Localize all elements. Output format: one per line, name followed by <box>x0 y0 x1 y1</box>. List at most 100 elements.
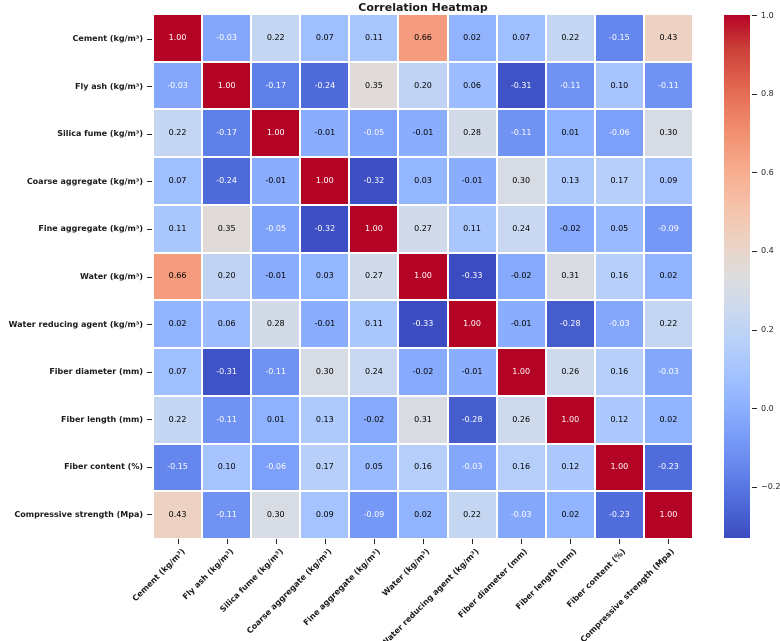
heatmap-cell: -0.02 <box>546 205 594 252</box>
heatmap-cell: -0.01 <box>448 349 496 395</box>
y-axis-label: Fiber content (%) <box>64 462 143 472</box>
heatmap-cell: 1.00 <box>399 253 447 300</box>
heatmap-cell: 0.11 <box>350 15 398 61</box>
x-axis-label: Cement (kg/m³) <box>130 547 187 604</box>
heatmap-cell: -0.24 <box>203 158 251 204</box>
x-axis-tick <box>276 539 278 544</box>
colorbar <box>724 15 750 538</box>
heatmap-cell: 0.43 <box>154 492 202 538</box>
heatmap-cell: 0.03 <box>301 253 349 300</box>
heatmap-cell: -0.15 <box>154 444 202 491</box>
heatmap-cell: -0.17 <box>252 62 300 109</box>
heatmap-cell: -0.01 <box>497 301 545 348</box>
x-axis-tick <box>520 539 522 544</box>
heatmap-cell: 0.10 <box>203 444 251 491</box>
heatmap-cell: 0.05 <box>350 444 398 491</box>
heatmap-cell: -0.03 <box>644 349 692 395</box>
heatmap-cell: 0.27 <box>350 253 398 300</box>
heatmap-cell: 1.00 <box>301 158 349 204</box>
heatmap-cell: -0.01 <box>448 158 496 204</box>
y-axis-label: Compressive strength (Mpa) <box>14 509 143 519</box>
heatmap-cell: -0.11 <box>203 396 251 443</box>
heatmap-cell: 0.06 <box>203 301 251 348</box>
heatmap-cell: 0.12 <box>595 396 643 443</box>
heatmap-cell: 0.35 <box>350 62 398 109</box>
y-axis-tick <box>147 419 152 421</box>
heatmap-cell: 0.17 <box>301 444 349 491</box>
y-axis-label: Silica fume (kg/m³) <box>57 129 143 139</box>
colorbar-tick <box>752 408 757 410</box>
x-axis-tick <box>471 539 473 544</box>
x-axis-tick <box>374 539 376 544</box>
y-axis-label: Fine aggregate (kg/m³) <box>38 224 143 234</box>
heatmap-cell: 0.01 <box>546 110 594 157</box>
x-axis-tick <box>227 539 229 544</box>
heatmap-cell: 0.11 <box>448 205 496 252</box>
heatmap-cell: -0.02 <box>497 253 545 300</box>
y-axis-label: Coarse aggregate (kg/m³) <box>26 176 143 186</box>
y-axis-tick <box>147 133 152 135</box>
colorbar-tick <box>752 15 757 16</box>
y-axis-tick <box>147 276 152 278</box>
heatmap-cell: 0.16 <box>497 444 545 491</box>
heatmap-cell: 0.10 <box>595 62 643 109</box>
heatmap-cell: 0.06 <box>448 62 496 109</box>
x-axis-tick <box>325 539 327 544</box>
heatmap-cell: 0.66 <box>154 253 202 300</box>
heatmap-cell: 0.28 <box>448 110 496 157</box>
heatmap-cell: -0.28 <box>448 396 496 443</box>
heatmap-cell: 0.09 <box>644 158 692 204</box>
heatmap-cell: 0.20 <box>399 62 447 109</box>
y-axis-tick <box>147 514 152 516</box>
heatmap-cell: 0.26 <box>546 349 594 395</box>
x-axis-tick <box>178 539 180 544</box>
x-axis-label: Coarse aggregate (kg/m³) <box>245 547 334 636</box>
heatmap-cell: 1.00 <box>203 62 251 109</box>
heatmap-cell: 0.07 <box>154 158 202 204</box>
heatmap-cell: 0.02 <box>399 492 447 538</box>
heatmap-cell: 0.22 <box>448 492 496 538</box>
heatmap-cell: -0.11 <box>203 492 251 538</box>
heatmap-cell: 1.00 <box>448 301 496 348</box>
colorbar-tick-label: 0.4 <box>761 246 774 256</box>
y-axis-tick <box>147 86 152 88</box>
heatmap-cell: 0.27 <box>399 205 447 252</box>
heatmap-cell: -0.11 <box>497 110 545 157</box>
heatmap-cell: -0.02 <box>399 349 447 395</box>
heatmap-cell: -0.01 <box>252 253 300 300</box>
y-axis-tick <box>147 228 152 230</box>
heatmap-cell: 0.31 <box>399 396 447 443</box>
heatmap-cell: 0.22 <box>546 15 594 61</box>
heatmap-cell: -0.11 <box>252 349 300 395</box>
heatmap-cell: 0.13 <box>546 158 594 204</box>
y-axis-tick <box>147 371 152 373</box>
heatmap-cell: 0.02 <box>154 301 202 348</box>
heatmap-cell: 0.22 <box>252 15 300 61</box>
x-axis-label: Compressive strength (Mpa) <box>578 547 676 641</box>
colorbar-tick-label: −0.2 <box>761 482 780 492</box>
y-axis-label: Fly ash (kg/m³) <box>75 81 143 91</box>
heatmap-cell: 0.11 <box>154 205 202 252</box>
heatmap-cell: 0.03 <box>399 158 447 204</box>
y-axis-tick <box>147 181 152 183</box>
colorbar-tick <box>752 486 757 488</box>
x-axis-label: Water (kg/m³) <box>380 547 432 598</box>
heatmap-cell: 0.24 <box>350 349 398 395</box>
colorbar-tick-label: 0.8 <box>761 89 774 99</box>
y-axis-label: Water reducing agent (kg/m³) <box>8 319 143 329</box>
heatmap-cell: 0.26 <box>497 396 545 443</box>
heatmap-cell: 0.11 <box>350 301 398 348</box>
heatmap-cell: 0.17 <box>595 158 643 204</box>
heatmap-cell: 0.09 <box>301 492 349 538</box>
heatmap-cell: 0.16 <box>595 253 643 300</box>
heatmap-cell: 1.00 <box>546 396 594 443</box>
y-axis-label: Cement (kg/m³) <box>72 34 143 44</box>
heatmap-cell: -0.02 <box>350 396 398 443</box>
heatmap-cell: -0.32 <box>301 205 349 252</box>
heatmap-cell: -0.03 <box>203 15 251 61</box>
heatmap-cell: -0.33 <box>448 253 496 300</box>
heatmap-cell: -0.11 <box>546 62 594 109</box>
heatmap-grid: 1.00 -0.03 0.22 0.07 0.11 0.66 0.02 0.07 0.22 -0.… <box>154 15 692 538</box>
heatmap-cell: 0.02 <box>644 396 692 443</box>
